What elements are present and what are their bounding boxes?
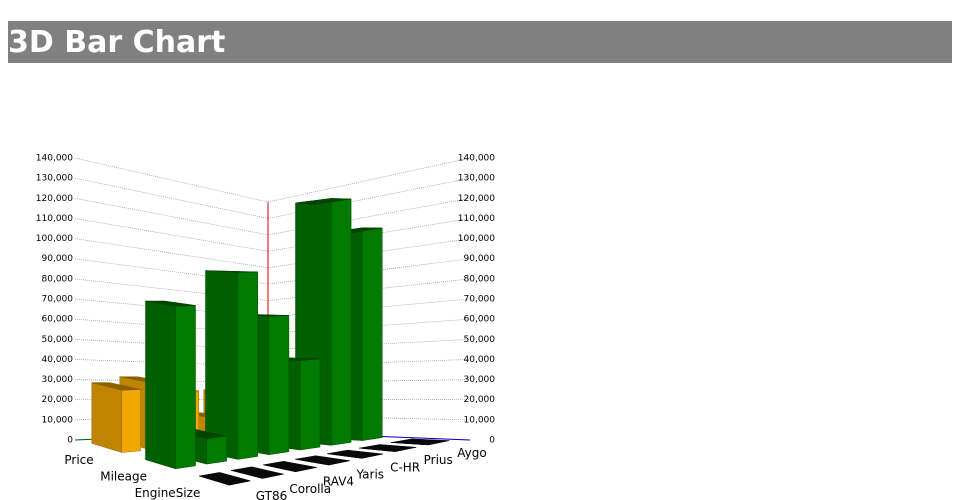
y-tick-label: 120,000: [36, 194, 73, 204]
y-tick-label: 130,000: [36, 174, 73, 184]
grid-line: [267, 359, 471, 367]
y-tick-label: 60,000: [464, 315, 496, 325]
bar-front: [299, 358, 321, 451]
bar-top: [295, 455, 350, 466]
bar-side: [91, 382, 123, 453]
y-tick-label: 110,000: [458, 214, 495, 224]
grid-line: [74, 238, 269, 269]
grid-line: [74, 177, 269, 219]
y-tick-label: 10,000: [464, 415, 496, 425]
bar-top: [205, 270, 258, 273]
bar-top: [263, 461, 317, 472]
bar: [359, 444, 417, 452]
x-tick-label: Corolla: [289, 482, 331, 496]
x-tick-label: Aygo: [457, 446, 486, 460]
y-tick-label: 50,000: [464, 335, 496, 345]
bar-front: [268, 315, 290, 455]
x-tick-label: Prius: [424, 453, 453, 467]
bar: [295, 455, 350, 466]
grid-line: [267, 318, 471, 334]
y-tick-label: 100,000: [36, 234, 73, 244]
grid-line: [74, 157, 269, 203]
x-tick-label: C-HR: [390, 460, 420, 474]
y-tick-label: 0: [489, 436, 495, 446]
y-tick-label: 90,000: [464, 254, 496, 264]
bar-side: [145, 300, 176, 470]
bar: [231, 466, 284, 479]
x-tick-label: Yaris: [356, 468, 385, 482]
bar-side: [205, 270, 239, 460]
y-tick-label: 30,000: [42, 375, 74, 385]
y-tick-label: 90,000: [42, 254, 74, 264]
bar-top: [145, 300, 196, 307]
y-tick-label: 140,000: [458, 154, 495, 164]
y-tick-label: 130,000: [458, 174, 495, 184]
y-tick-label: 40,000: [42, 355, 74, 365]
y-tick-label: 20,000: [42, 395, 74, 405]
y-tick-label: 30,000: [464, 375, 496, 385]
y-tick-label: 60,000: [42, 315, 74, 325]
bar-top: [327, 449, 384, 459]
bar: [205, 270, 258, 460]
bar-top: [91, 382, 141, 391]
bar: [327, 449, 384, 459]
y-tick-label: 100,000: [458, 234, 495, 244]
bar-front: [362, 227, 383, 441]
y-tick-label: 40,000: [464, 355, 496, 365]
bar-front: [206, 435, 227, 465]
grid-line: [267, 398, 471, 401]
grid-line: [267, 338, 471, 351]
y-tick-label: 0: [67, 436, 73, 446]
series-label: Price: [64, 453, 93, 467]
series-label: EngineSize: [135, 486, 201, 500]
bar-front: [121, 389, 141, 453]
y-tick-label: 70,000: [42, 295, 74, 305]
y-tick-label: 20,000: [464, 395, 496, 405]
grid-line: [74, 197, 269, 236]
bar-top: [359, 444, 417, 452]
y-tick-label: 110,000: [36, 214, 73, 224]
grid-line: [74, 278, 269, 301]
bar: [145, 300, 196, 470]
grid-line: [74, 218, 269, 252]
y-tick-label: 80,000: [464, 274, 496, 284]
x-tick-label: GT86: [256, 489, 287, 500]
bar-front: [175, 305, 196, 470]
y-tick-label: 50,000: [42, 335, 74, 345]
y-tick-label: 70,000: [464, 295, 496, 305]
page-title: 3D Bar Chart: [8, 21, 952, 63]
y-tick-label: 10,000: [42, 415, 74, 425]
bar: [391, 438, 450, 446]
grid-line: [267, 157, 471, 203]
bar: [263, 461, 317, 472]
y-tick-label: 140,000: [36, 154, 73, 164]
bar-top: [295, 198, 352, 205]
grid-line: [267, 379, 471, 384]
bar-top: [199, 472, 251, 486]
series-label: Mileage: [100, 470, 147, 484]
bar-top: [231, 466, 284, 479]
x-tick-label: RAV4: [323, 475, 354, 489]
grid-line: [267, 415, 471, 421]
bar-front: [237, 271, 258, 460]
bar-front: [330, 198, 352, 446]
y-tick-label: 80,000: [42, 274, 74, 284]
bar-top: [391, 438, 450, 446]
bar: [91, 382, 141, 453]
y-tick-label: 120,000: [458, 194, 495, 204]
bar: [199, 472, 251, 486]
